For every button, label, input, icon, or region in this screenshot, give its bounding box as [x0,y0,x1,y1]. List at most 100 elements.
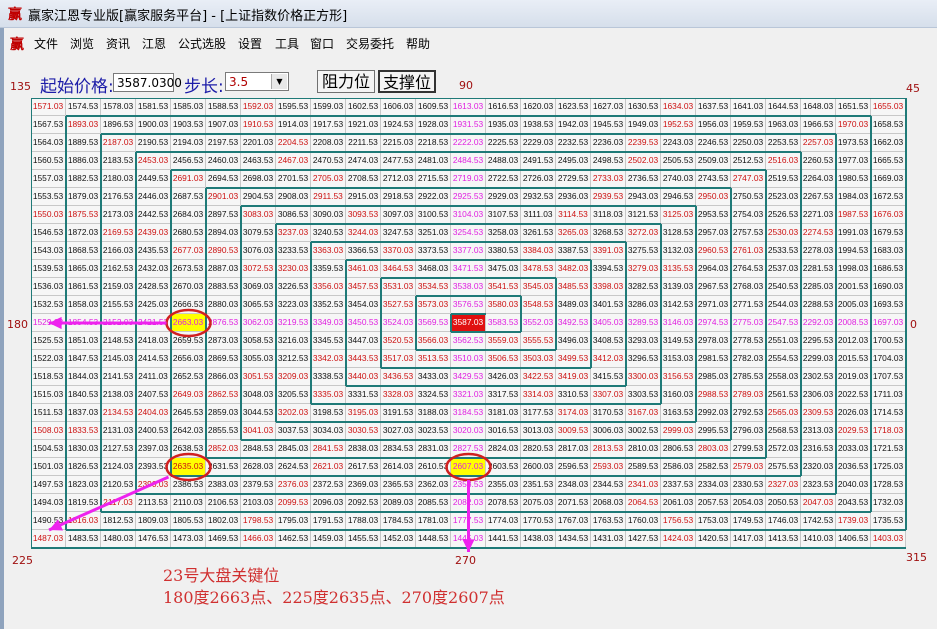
menu-formula-screen[interactable]: 公式选股 [178,37,227,51]
grid-cell: 2715.53 [416,170,451,188]
support-button[interactable]: 支撑位 [378,70,436,93]
grid-cell: 2064.53 [626,494,661,512]
grid-cell: 1406.53 [836,530,871,548]
grid-cell: 2992.03 [696,404,731,422]
menu-settings[interactable]: 设置 [238,37,263,51]
step-select[interactable]: 3.5 ▼ [225,72,289,91]
grid-cell: 1616.53 [486,98,521,116]
grid-cell: 2722.53 [486,170,521,188]
menu-file[interactable]: 文件 [34,37,59,51]
grid-cell: 2033.03 [836,440,871,458]
grid-cell: 2344.53 [591,476,626,494]
grid-cell: 3135.53 [661,260,696,278]
grid-cell: 2134.53 [101,404,136,422]
grid-cell: 2019.03 [836,368,871,386]
grid-cell: 2946.53 [661,188,696,206]
grid-cell: 1529.03 [31,314,66,332]
grid-cell: 2673.53 [171,260,206,278]
grid-cell: 2939.53 [591,188,626,206]
grid-cell: 1781.03 [416,512,451,530]
grid-cell: 3345.53 [311,332,346,350]
grid-cell: 2988.53 [696,386,731,404]
grid-cell: 3443.53 [346,350,381,368]
grid-cell: 1746.03 [766,512,801,530]
window-frame [0,0,4,629]
grid-cell: 2694.53 [206,170,241,188]
grid-cell: 3338.53 [311,368,346,386]
grid-cell: 1441.53 [486,530,521,548]
grid-cell: 3405.03 [591,314,626,332]
menu-trade[interactable]: 交易委托 [346,37,395,51]
grid-cell: 2684.03 [171,206,206,224]
grid-cell: 3317.53 [486,386,521,404]
grid-cell: 2656.03 [171,350,206,368]
grid-cell: 3499.53 [556,350,591,368]
grid-cell: 1410.03 [801,530,836,548]
grid-cell: 2145.03 [101,350,136,368]
menu-tools[interactable]: 工具 [275,37,300,51]
grid-cell: 1434.53 [556,530,591,548]
grid-cell: 3331.53 [346,386,381,404]
grid-cell: 3268.53 [591,224,626,242]
menu-browse[interactable]: 浏览 [70,37,95,51]
resistance-button[interactable]: 阻力位 [317,70,375,93]
grid-cell: 2229.03 [521,134,556,152]
grid-cell: 1788.03 [346,512,381,530]
grid-cell: 1679.53 [871,224,906,242]
chevron-down-icon[interactable]: ▼ [271,74,287,89]
grid-cell: 1784.53 [381,512,416,530]
grid-cell: 1886.03 [66,152,101,170]
grid-cell: 1823.03 [66,476,101,494]
grid-cell: 1476.53 [136,530,171,548]
grid-cell: 3377.03 [451,242,486,260]
grid-cell: 2792.53 [731,404,766,422]
grid-cell: 1651.53 [836,98,871,116]
grid-cell: 2159.03 [101,278,136,296]
grid-cell: 2827.53 [451,440,486,458]
angle-label-45: 45 [906,82,920,95]
menu-news[interactable]: 资讯 [106,37,131,51]
grid-cell: 2001.53 [836,278,871,296]
grid-cell: 1665.53 [871,152,906,170]
grid-cell: 2757.53 [731,224,766,242]
grid-cell: 2113.53 [136,494,171,512]
grid-cell: 3272.03 [626,224,661,242]
app-menu-icon[interactable]: 赢 [10,37,24,53]
grid-cell: 1669.03 [871,170,906,188]
grid-cell: 2530.03 [766,224,801,242]
grid-cell: 3027.03 [381,422,416,440]
grid-cell: 2547.53 [766,314,801,332]
grid-cell: 2799.53 [731,440,766,458]
grid-cell: 3076.03 [241,242,276,260]
grid-cell: 2092.53 [346,494,381,512]
start-price-input[interactable]: 3587.0300 [113,73,182,92]
menu-help[interactable]: 帮助 [406,37,431,51]
grid-cell: 2292.03 [801,314,836,332]
grid-cell: 2096.03 [311,494,346,512]
grid-cell: 2932.53 [521,188,556,206]
grid-cell: 2862.53 [206,386,241,404]
grid-cell: 3002.53 [626,422,661,440]
grid-cell: 2967.53 [696,278,731,296]
grid-cell: 3359.53 [311,260,346,278]
grid-cell: 2435.53 [136,242,171,260]
grid-cell: 3517.03 [381,350,416,368]
grid-cell: 2274.53 [801,224,836,242]
grid-cell: 2008.53 [836,314,871,332]
menu-gann[interactable]: 江恩 [142,37,167,51]
grid-cell: 2246.53 [696,134,731,152]
grid-cell: 3237.03 [276,224,311,242]
grid-cell: 3419.03 [556,368,591,386]
grid-cell: 1469.53 [206,530,241,548]
grid-cell: 1770.53 [521,512,556,530]
grid-cell: 1658.53 [871,116,906,134]
grid-cell: 2652.53 [171,368,206,386]
menu-window[interactable]: 窗口 [310,37,335,51]
grid-cell: 2306.03 [801,386,836,404]
grid-cell: 3513.53 [416,350,451,368]
grid-cell: 1826.53 [66,458,101,476]
grid-cell: 3506.53 [486,350,521,368]
grid-cell: 3531.03 [381,278,416,296]
grid-cell: 3058.53 [241,332,276,350]
grid-cell: 1868.53 [66,242,101,260]
